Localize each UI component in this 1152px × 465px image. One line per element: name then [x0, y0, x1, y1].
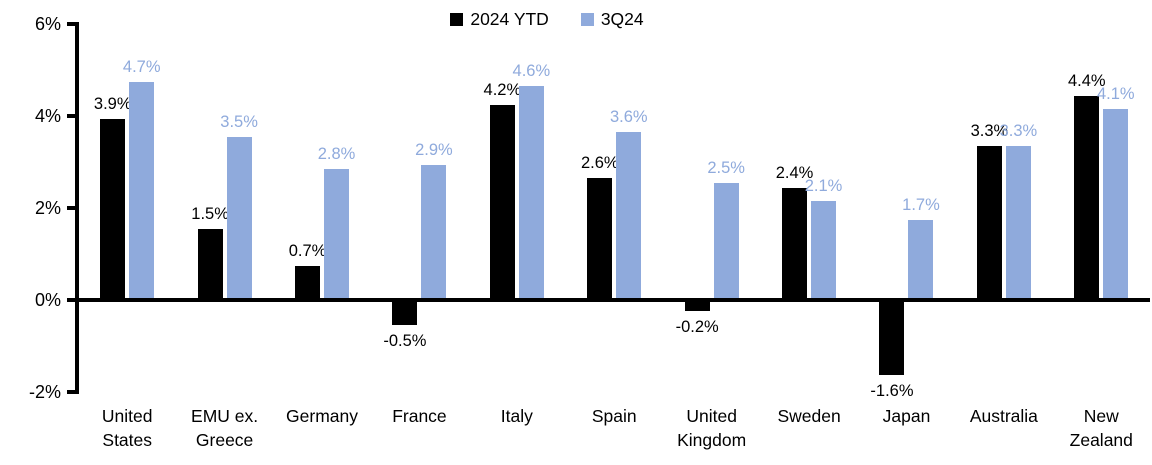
value-label-2024-ytd-emu-ex-greece: 1.5%	[191, 205, 229, 223]
category-label-united-kingdom: United Kingdom	[677, 406, 747, 450]
value-label-2024-ytd-japan: -1.6%	[870, 382, 914, 401]
bar-3q24-emu-ex-greece	[226, 137, 252, 298]
legend-label-2024-ytd: 2024 YTD	[470, 9, 549, 29]
y-axis-tick	[67, 206, 75, 210]
bar-3q24-australia	[1005, 146, 1031, 298]
y-axis-tick	[67, 390, 75, 394]
category-label-italy: Italy	[500, 406, 533, 426]
value-label-2024-ytd-australia: 3.3%	[970, 122, 1009, 141]
category-label-emu-ex-greece: EMU ex. Greece	[191, 406, 259, 450]
legend-swatch-2024-ytd-icon	[450, 13, 464, 26]
value-label-3q24-france: 2.9%	[415, 140, 453, 159]
value-label-3q24-sweden: 2.1%	[804, 177, 843, 196]
bar-3q24-japan	[908, 219, 934, 298]
category-label-japan: Japan	[882, 406, 931, 426]
y-axis-tick	[67, 114, 75, 118]
value-label-2024-ytd-united-states: 3.9%	[93, 94, 132, 113]
bar-2024-ytd-new-zealand	[1074, 95, 1100, 298]
legend-item-2024-ytd: 2024 YTD	[450, 9, 549, 30]
value-label-2024-ytd-germany: 0.7%	[288, 241, 327, 260]
y-axis-label: -2%	[28, 382, 61, 402]
value-label-2024-ytd-france: -0.5%	[383, 331, 427, 350]
bar-2024-ytd-united-states	[100, 118, 126, 298]
value-label-2024-ytd-italy: 4.2%	[483, 80, 522, 99]
bar-3q24-united-states	[129, 81, 155, 298]
legend-swatch-3q24-icon	[580, 13, 594, 26]
bar-2024-ytd-japan	[879, 301, 905, 376]
category-label-new-zealand: New Zealand	[1069, 406, 1133, 450]
bar-2024-ytd-united-kingdom	[684, 301, 710, 311]
value-label-3q24-united-states: 4.7%	[122, 57, 161, 76]
y-axis-tick	[67, 22, 75, 26]
y-axis-tick	[67, 298, 75, 302]
y-axis-label: 2%	[34, 198, 61, 218]
category-label-united-states: United States	[101, 406, 153, 450]
y-axis-label: 0%	[34, 290, 61, 310]
category-label-spain: Spain	[591, 406, 637, 426]
value-label-2024-ytd-spain: 2.6%	[580, 154, 619, 173]
value-label-3q24-spain: 3.6%	[609, 108, 648, 127]
y-axis-line	[75, 22, 79, 394]
value-label-3q24-japan: 1.7%	[902, 195, 940, 214]
category-label-sweden: Sweden	[777, 406, 841, 426]
category-label-germany: Germany	[286, 406, 358, 426]
y-axis-label: 4%	[34, 106, 61, 126]
value-label-3q24-united-kingdom: 2.5%	[707, 159, 745, 177]
value-label-3q24-germany: 2.8%	[317, 145, 356, 164]
value-label-3q24-emu-ex-greece: 3.5%	[220, 113, 258, 131]
x-axis-baseline	[75, 298, 1150, 302]
legend-label-3q24: 3Q24	[600, 9, 644, 29]
bar-3q24-spain	[616, 132, 642, 298]
y-axis-label: 6%	[34, 14, 61, 34]
value-label-3q24-italy: 4.6%	[512, 62, 551, 81]
bar-2024-ytd-australia	[976, 146, 1002, 298]
value-label-3q24-australia: 3.3%	[999, 122, 1038, 141]
chart-legend: 2024 YTD 3Q24	[0, 9, 1123, 30]
bar-3q24-italy	[518, 86, 544, 298]
bar-2024-ytd-sweden	[782, 187, 808, 298]
value-label-2024-ytd-sweden: 2.4%	[775, 163, 814, 182]
bar-3q24-france	[421, 164, 447, 298]
bar-2024-ytd-emu-ex-greece	[197, 229, 223, 298]
legend-item-3q24: 3Q24	[580, 9, 644, 30]
category-label-france: France	[392, 406, 447, 426]
bar-3q24-germany	[324, 169, 350, 298]
bar-2024-ytd-germany	[295, 265, 321, 298]
bar-3q24-sweden	[811, 201, 837, 298]
bar-3q24-united-kingdom	[713, 183, 739, 298]
value-label-2024-ytd-united-kingdom: -0.2%	[675, 317, 719, 336]
value-label-3q24-new-zealand: 4.1%	[1096, 85, 1135, 104]
category-label-australia: Australia	[969, 406, 1038, 426]
bar-3q24-new-zealand	[1103, 109, 1129, 298]
bar-2024-ytd-france	[392, 301, 418, 325]
bar-2024-ytd-italy	[489, 104, 515, 298]
value-label-2024-ytd-new-zealand: 4.4%	[1067, 71, 1106, 90]
bar-2024-ytd-spain	[587, 178, 613, 298]
